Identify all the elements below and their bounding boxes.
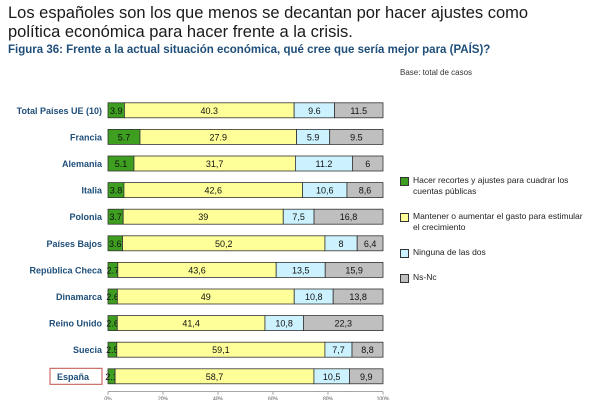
data-label: 27.9 [210, 132, 228, 142]
figure-title: Figura 36: Frente a la actual situación … [8, 44, 491, 56]
data-label: 11.2 [315, 159, 332, 169]
data-label: 50,2 [215, 239, 233, 249]
legend-label-recortes: Hacer recortes y ajustes para cuadrar lo… [413, 175, 569, 196]
data-label: 49 [201, 292, 211, 302]
legend-item-recortes: Hacer recortes y ajustes para cuadrar lo… [400, 175, 590, 197]
data-label: 6 [365, 159, 370, 169]
legend-label-ninguna: Ninguna de las dos [413, 247, 486, 257]
legend-item-ninguna: Ninguna de las dos [400, 247, 590, 258]
bar-nsnc [351, 341, 384, 358]
x-tick-label: 80% [323, 397, 334, 400]
data-label: 13,5 [292, 265, 310, 275]
data-label: 8,8 [361, 345, 374, 355]
x-tick-label: 100% [377, 397, 390, 400]
data-label: 9.6 [308, 106, 321, 116]
data-label: 10,5 [323, 372, 341, 382]
data-label: 40.3 [201, 106, 219, 116]
data-label: 8,6 [359, 186, 372, 196]
category-label: España [57, 372, 90, 382]
bar-nsnc [313, 208, 384, 225]
data-label: 9,9 [360, 372, 373, 382]
bar-nsnc [303, 315, 384, 332]
data-label: 31,7 [206, 159, 224, 169]
category-label: Total Países UE (10) [17, 106, 102, 116]
category-label: Polonia [69, 212, 102, 222]
category-label: Francia [70, 132, 103, 142]
data-label: 6,4 [364, 239, 377, 249]
data-label: 2.7 [107, 265, 120, 275]
legend-item-mantener: Mantener o aumentar el gasto para estimu… [400, 211, 590, 233]
data-label: 7,7 [332, 345, 345, 355]
category-label: Países Bajos [46, 239, 102, 249]
bar-nsnc [334, 102, 384, 119]
data-label: 9.5 [350, 132, 363, 142]
data-label: 43,6 [188, 265, 206, 275]
data-label: 16,8 [340, 212, 358, 222]
category-label: Italia [81, 186, 103, 196]
legend-swatch-mantener [400, 213, 409, 222]
data-label: 10,6 [316, 186, 334, 196]
bar-nsnc [346, 182, 384, 199]
data-label: 2.1 [105, 372, 118, 382]
bar-nsnc [332, 288, 384, 305]
legend-swatch-ninguna [400, 249, 409, 258]
data-label: 39 [198, 212, 208, 222]
bar-nsnc [352, 155, 384, 172]
data-label: 59,1 [212, 345, 230, 355]
data-label: 58,7 [206, 372, 224, 382]
category-label: República Checa [29, 265, 103, 275]
legend-item-nsnc: Ns-Nc [400, 272, 590, 283]
bar-nsnc [329, 128, 384, 145]
legend-label-nsnc: Ns-Nc [413, 272, 437, 282]
data-label: 5.9 [307, 132, 320, 142]
x-tick-label: 60% [268, 397, 279, 400]
category-label: Alemania [62, 159, 103, 169]
data-label: 42,6 [204, 186, 222, 196]
data-label: 7,5 [292, 212, 305, 222]
category-label: Suecia [73, 345, 103, 355]
legend-swatch-nsnc [400, 274, 409, 283]
data-label: 8 [339, 239, 344, 249]
data-label: 10,8 [275, 319, 293, 329]
data-label: 3.8 [110, 186, 123, 196]
bar-nsnc [324, 261, 384, 278]
category-label: Dinamarca [56, 292, 103, 302]
data-label: 10,8 [305, 292, 323, 302]
data-label: 13,8 [349, 292, 367, 302]
data-label: 11.5 [350, 106, 367, 116]
data-label: 22,3 [334, 319, 352, 329]
x-tick-label: 0% [104, 397, 112, 400]
category-label: Reino Unido [49, 319, 102, 329]
data-label: 15,9 [345, 265, 363, 275]
base-note: Base: total de casos [400, 68, 473, 77]
bar-nsnc [349, 368, 384, 385]
data-label: 2.6 [106, 292, 119, 302]
x-tick-label: 20% [158, 397, 169, 400]
legend-swatch-recortes [400, 177, 409, 186]
data-label: 5.1 [115, 159, 128, 169]
data-label: 2.6 [106, 319, 119, 329]
x-tick-label: 40% [213, 397, 224, 400]
data-label: 3.7 [109, 212, 122, 222]
data-label: 3.6 [109, 239, 122, 249]
legend-label-mantener: Mantener o aumentar el gasto para estimu… [413, 211, 583, 232]
highlight-box [49, 367, 103, 385]
data-label: 5.7 [118, 132, 131, 142]
headline: Los españoles son los que menos se decan… [8, 4, 529, 41]
data-label: 41,4 [182, 319, 200, 329]
data-label: 3.9 [110, 106, 123, 116]
bar-nsnc [356, 235, 384, 252]
data-label: 2.5 [106, 345, 119, 355]
chart-legend: Hacer recortes y ajustes para cuadrar lo… [400, 175, 590, 297]
